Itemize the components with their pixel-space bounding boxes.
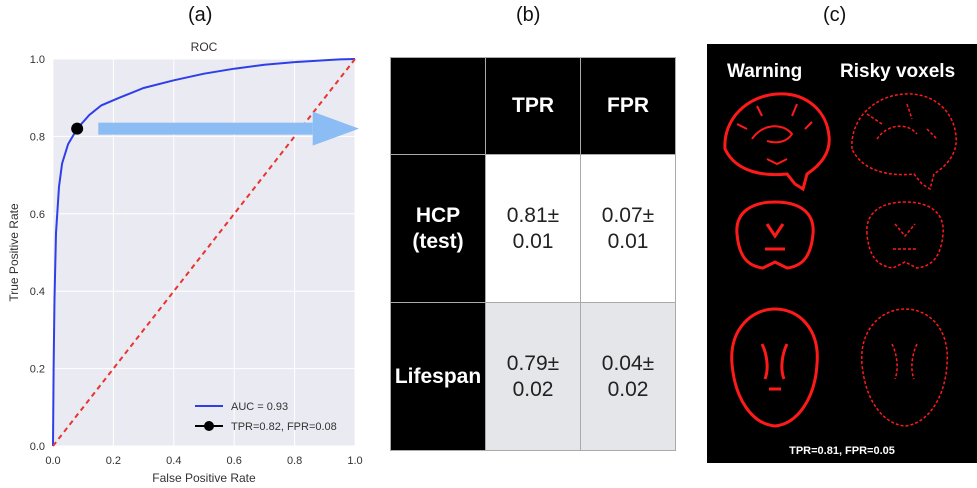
cell-fpr-std: 0.01 xyxy=(607,229,649,253)
cell-fpr-mean: 0.04± xyxy=(601,351,655,375)
legend-swatch-point xyxy=(204,421,214,431)
header-fpr: FPR xyxy=(580,57,676,155)
brain-axial-risky xyxy=(861,308,948,427)
highlight-arrow xyxy=(98,111,359,146)
arrow-shaft xyxy=(98,122,313,135)
y-tick-label: 0.0 xyxy=(30,441,45,453)
panel-label-b: (b) xyxy=(516,4,541,26)
cell-tpr: 0.81± 0.01 xyxy=(485,154,581,303)
x-tick-label: 0.4 xyxy=(166,455,181,467)
arrow-head xyxy=(312,111,359,146)
table-header-row: TPR FPR xyxy=(390,57,676,155)
cell-fpr: 0.04± 0.02 xyxy=(580,302,676,451)
table-row: HCP (test) 0.81± 0.01 0.07± 0.01 xyxy=(390,154,676,303)
cell-tpr-std: 0.01 xyxy=(512,229,554,253)
brain-images xyxy=(723,92,957,428)
x-tick-label: 1.0 xyxy=(347,455,362,467)
cell-fpr: 0.07± 0.01 xyxy=(580,154,676,303)
brain-coronal-risky xyxy=(866,201,944,269)
brain-panel: Warning Risky voxels xyxy=(707,44,977,463)
cell-fpr-mean: 0.07± xyxy=(601,203,655,227)
brain-sagittal-warning xyxy=(723,92,831,192)
y-tick-label: 0.2 xyxy=(30,364,45,376)
cell-tpr-mean: 0.81± xyxy=(506,203,560,227)
table-corner xyxy=(390,57,486,155)
operating-points xyxy=(71,122,84,135)
row-label-line1: HCP xyxy=(415,203,461,227)
panel-label-a: (a) xyxy=(188,4,213,26)
legend-label-roc: AUC = 0.93 xyxy=(231,401,288,413)
x-tick-label: 0.2 xyxy=(106,455,121,467)
row-label-hcp: HCP (test) xyxy=(390,154,486,303)
brain-coronal-warning xyxy=(735,200,815,270)
brain-axial-warning xyxy=(730,307,819,428)
roc-curve xyxy=(52,58,356,447)
table-row: Lifespan 0.79± 0.02 0.04± 0.02 xyxy=(390,302,676,451)
brain-caption: TPR=0.81, FPR=0.05 xyxy=(789,445,895,457)
row-label-line1: Lifespan xyxy=(394,364,482,388)
axis-ticks: 0.0 0.2 0.4 0.6 0.8 1.0 0.0 0.2 0.4 0.6 0.8 1.0 xyxy=(30,54,363,467)
y-axis-label: True Positive Rate xyxy=(7,203,21,302)
x-tick-label: 0.6 xyxy=(227,455,242,467)
performance-table: TPR FPR HCP (test) 0.81± 0.01 0.07± 0.01… xyxy=(390,57,676,451)
y-tick-label: 0.8 xyxy=(30,131,45,143)
roc-chart: 0.0 0.2 0.4 0.6 0.8 1.0 0.0 0.2 0.4 0.6 0.8 1.0 ROC… xyxy=(7,40,363,485)
header-tpr: TPR xyxy=(485,57,581,155)
row-label-lifespan: Lifespan xyxy=(390,302,486,451)
cell-tpr-mean: 0.79± xyxy=(506,351,560,375)
cell-fpr-std: 0.02 xyxy=(607,377,649,401)
x-tick-label: 0.0 xyxy=(45,455,60,467)
chart-title: ROC xyxy=(191,40,218,54)
column-title-risky-voxels: Risky voxels xyxy=(840,61,956,82)
y-tick-label: 1.0 xyxy=(30,54,45,66)
legend: AUC = 0.93 TPR=0.82, FPR=0.08 xyxy=(195,401,337,433)
x-tick-label: 0.8 xyxy=(287,455,302,467)
y-tick-label: 0.4 xyxy=(30,286,45,298)
cell-tpr-std: 0.02 xyxy=(512,377,554,401)
panel-label-c: (c) xyxy=(823,4,847,26)
cell-tpr: 0.79± 0.02 xyxy=(485,302,581,451)
column-title-warning: Warning xyxy=(727,61,803,82)
brain-sagittal-risky xyxy=(851,93,957,191)
row-label-line2: (test) xyxy=(412,229,464,253)
x-axis-label: False Positive Rate xyxy=(152,471,256,485)
operating-point-marker xyxy=(71,122,84,135)
y-tick-label: 0.6 xyxy=(30,209,45,221)
legend-label-point: TPR=0.82, FPR=0.08 xyxy=(231,421,337,433)
